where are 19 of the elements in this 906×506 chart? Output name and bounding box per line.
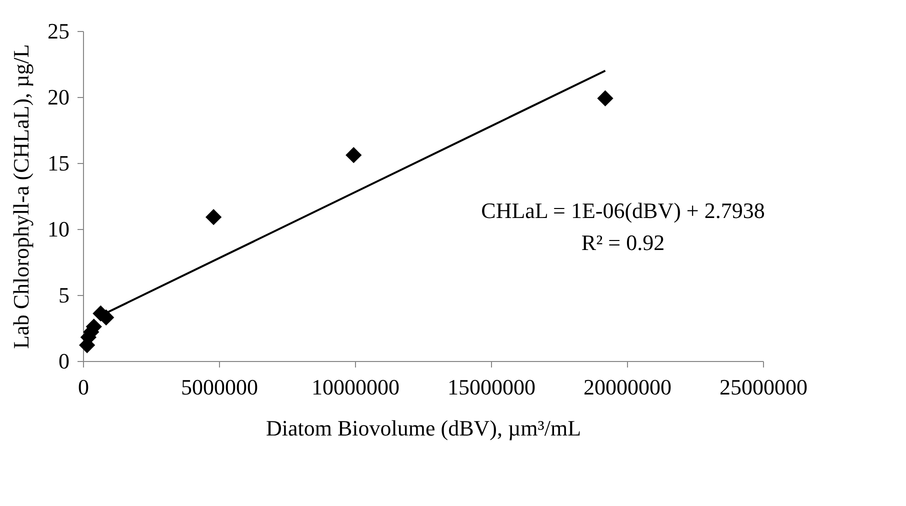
y-axis-title: Lab Chlorophyll-a (CHLaL), µg/L [8, 44, 34, 349]
x-tick-label: 25000000 [720, 374, 808, 400]
annotation: R² = 0.92 [581, 230, 665, 255]
y-tick-label: 25 [48, 18, 70, 44]
x-tick-label: 20000000 [584, 374, 672, 400]
x-tick-label: 15000000 [448, 374, 536, 400]
point [206, 209, 222, 226]
y-tick-label: 5 [58, 282, 70, 308]
x-tick-label: 0 [78, 374, 89, 400]
annotation: CHLaL = 1E-06(dBV) + 2.7938 [481, 198, 765, 223]
point [346, 147, 362, 164]
x-tick-label: 10000000 [312, 374, 400, 400]
y-tick-label: 10 [48, 216, 70, 242]
y-tick-label: 0 [58, 348, 70, 374]
x-tick-label: 5000000 [181, 374, 258, 400]
y-tick-label: 15 [48, 150, 70, 176]
x-axis-title: Diatom Biovolume (dBV), µm³/mL [266, 416, 582, 440]
point [597, 90, 614, 106]
y-tick-label: 20 [48, 84, 70, 110]
